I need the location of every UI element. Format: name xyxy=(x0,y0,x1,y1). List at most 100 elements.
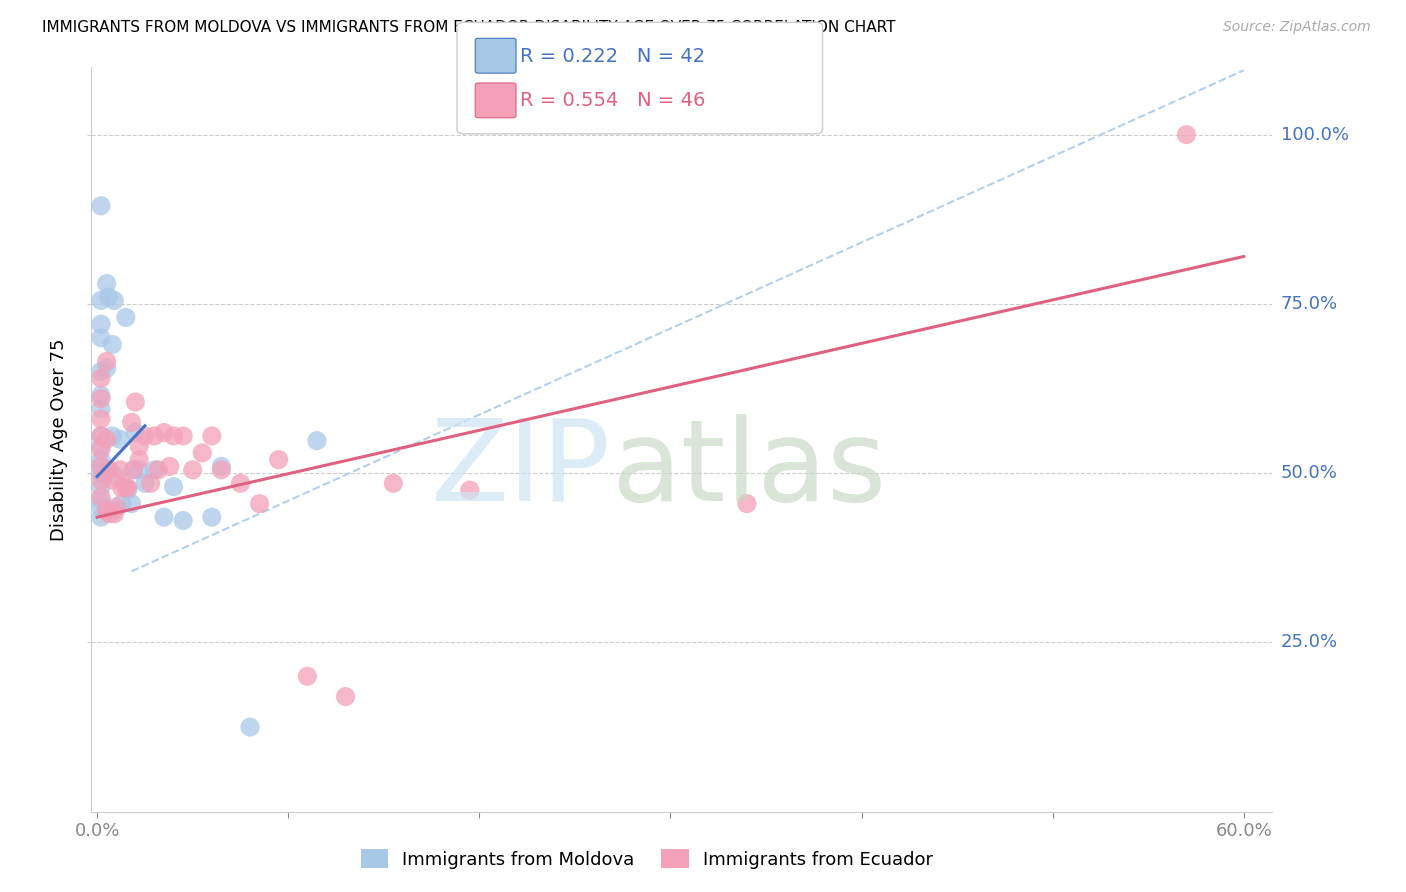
Point xyxy=(209,463,232,477)
Point xyxy=(108,433,131,447)
Point xyxy=(305,434,328,448)
Text: 75.0%: 75.0% xyxy=(1281,295,1339,313)
Point xyxy=(239,720,262,734)
Point xyxy=(105,469,128,483)
Point xyxy=(97,507,120,521)
Point xyxy=(96,361,118,376)
Point xyxy=(103,503,125,517)
Point xyxy=(143,429,166,443)
Point xyxy=(335,690,357,704)
Point xyxy=(97,463,120,477)
Point xyxy=(90,490,112,504)
Point xyxy=(209,459,232,474)
Point xyxy=(90,331,112,345)
Point xyxy=(90,401,112,416)
Point xyxy=(90,493,112,508)
Point xyxy=(90,466,112,480)
Point xyxy=(90,429,112,443)
Point xyxy=(201,429,224,443)
Point xyxy=(382,476,405,491)
Point xyxy=(96,503,118,517)
Point xyxy=(297,669,319,683)
Point xyxy=(90,459,112,474)
Point xyxy=(191,446,214,460)
Point xyxy=(134,476,156,491)
Point xyxy=(117,481,139,495)
Point xyxy=(90,371,112,385)
Point xyxy=(249,497,271,511)
Point xyxy=(121,416,143,430)
Point xyxy=(153,510,176,524)
Point xyxy=(90,392,112,406)
Point xyxy=(101,337,124,351)
Text: atlas: atlas xyxy=(612,414,886,524)
Point xyxy=(90,452,112,467)
Point xyxy=(90,429,112,443)
Point xyxy=(148,463,170,477)
Text: R = 0.554   N = 46: R = 0.554 N = 46 xyxy=(520,91,706,111)
Point xyxy=(90,317,112,331)
Point xyxy=(735,497,758,511)
Text: IMMIGRANTS FROM MOLDOVA VS IMMIGRANTS FROM ECUADOR DISABILITY AGE OVER 75 CORREL: IMMIGRANTS FROM MOLDOVA VS IMMIGRANTS FR… xyxy=(42,20,896,35)
Legend: Immigrants from Moldova, Immigrants from Ecuador: Immigrants from Moldova, Immigrants from… xyxy=(353,842,941,876)
Point xyxy=(101,429,124,443)
Point xyxy=(143,463,166,477)
Point xyxy=(90,510,112,524)
Point xyxy=(128,452,150,467)
Text: ZIP: ZIP xyxy=(430,414,612,524)
Point xyxy=(90,199,112,213)
Point xyxy=(103,293,125,308)
Point xyxy=(128,463,150,477)
Point xyxy=(90,500,112,514)
Point xyxy=(90,365,112,379)
Point xyxy=(134,429,156,443)
Point xyxy=(90,459,112,474)
Point xyxy=(96,277,118,291)
Point xyxy=(124,395,146,409)
Point xyxy=(267,452,290,467)
Point xyxy=(172,429,194,443)
Point xyxy=(229,476,252,491)
Point xyxy=(201,510,224,524)
Point xyxy=(108,463,131,477)
Point xyxy=(111,481,134,495)
Point xyxy=(111,497,134,511)
Point xyxy=(117,483,139,497)
Point xyxy=(103,507,125,521)
Point xyxy=(90,473,112,487)
Point xyxy=(114,480,136,494)
Point xyxy=(105,500,128,514)
Point xyxy=(181,463,204,477)
Text: 50.0%: 50.0% xyxy=(1281,464,1337,483)
Point xyxy=(159,459,181,474)
Point xyxy=(128,439,150,453)
Point xyxy=(96,433,118,447)
Y-axis label: Disability Age Over 75: Disability Age Over 75 xyxy=(51,338,69,541)
Point xyxy=(90,388,112,402)
Point xyxy=(101,473,124,487)
Point xyxy=(162,480,184,494)
Point xyxy=(458,483,481,497)
Point xyxy=(124,425,146,440)
Point xyxy=(162,429,184,443)
Point xyxy=(172,514,194,528)
Point xyxy=(153,425,176,440)
Text: R = 0.222   N = 42: R = 0.222 N = 42 xyxy=(520,46,706,66)
Point xyxy=(90,412,112,426)
Point xyxy=(1175,128,1198,142)
Point xyxy=(114,310,136,325)
Point xyxy=(96,354,118,368)
Point xyxy=(97,463,120,477)
Point xyxy=(90,442,112,457)
Text: 25.0%: 25.0% xyxy=(1281,633,1339,651)
Point xyxy=(90,293,112,308)
Point xyxy=(139,476,162,491)
Point xyxy=(90,439,112,453)
Point xyxy=(122,463,145,477)
Point xyxy=(122,463,145,477)
Text: 100.0%: 100.0% xyxy=(1281,126,1348,144)
Point xyxy=(97,290,120,304)
Text: Source: ZipAtlas.com: Source: ZipAtlas.com xyxy=(1223,20,1371,34)
Point xyxy=(90,480,112,494)
Point xyxy=(121,497,143,511)
